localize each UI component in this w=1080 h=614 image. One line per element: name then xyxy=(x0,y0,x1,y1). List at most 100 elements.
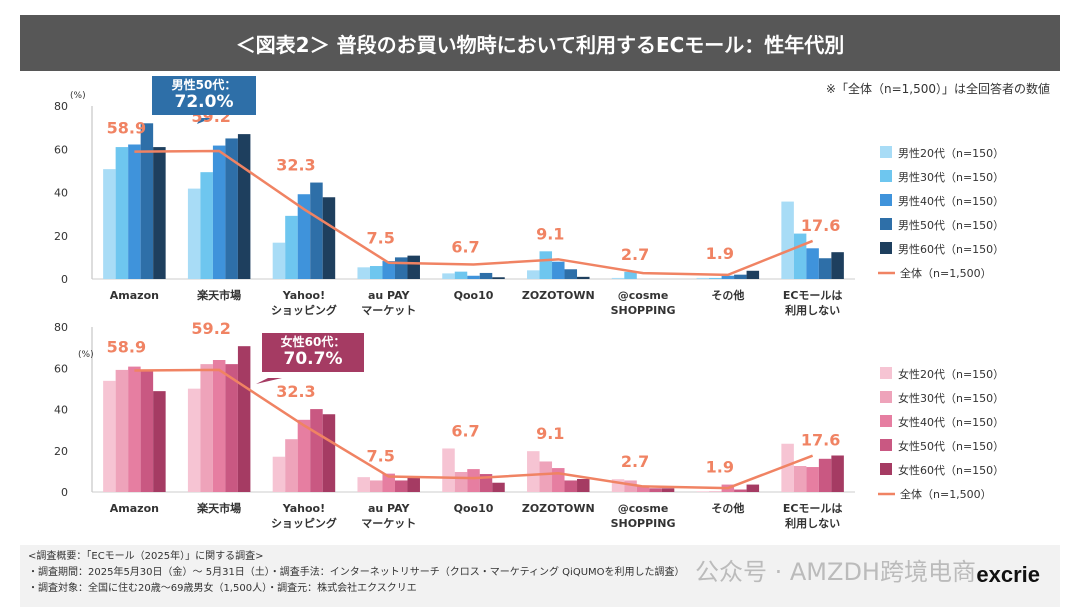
y-tick-label: 0 xyxy=(61,273,68,286)
y-tick-label: 80 xyxy=(54,100,68,113)
legend-swatch xyxy=(880,367,892,379)
bar xyxy=(103,169,116,279)
bar xyxy=(200,172,213,279)
bar xyxy=(115,147,129,279)
legend-label: 女性30代（n=150） xyxy=(898,391,1004,405)
bar xyxy=(140,369,154,492)
bar xyxy=(285,215,298,279)
bar xyxy=(322,414,336,492)
category-label: その他 xyxy=(711,288,744,302)
bar xyxy=(649,488,662,492)
legend-label: 女性60代（n=150） xyxy=(898,463,1004,477)
male-callout: 男性50代： 72.0% xyxy=(152,76,256,116)
category-label: @cosme xyxy=(618,289,669,302)
bar xyxy=(527,451,540,492)
bar xyxy=(310,182,323,279)
bar xyxy=(806,248,819,279)
survey-footer: <調査概要：「ECモール（2025年）」に関する調査> ・調査期間：2025年5… xyxy=(20,545,1060,607)
bar xyxy=(310,409,323,492)
legend-label: 男性50代（n=150） xyxy=(898,218,1004,232)
bar xyxy=(442,448,455,492)
total-data-label: 7.5 xyxy=(367,447,395,466)
category-label: Qoo10 xyxy=(454,502,494,515)
bar xyxy=(818,458,832,492)
bar xyxy=(746,270,760,279)
y-tick-label: 0 xyxy=(61,486,68,499)
bar xyxy=(793,233,807,279)
legend-label: 女性50代（n=150） xyxy=(898,439,1004,453)
bar xyxy=(746,484,760,492)
bar xyxy=(454,271,468,279)
bar xyxy=(577,479,590,492)
callout-label: 女性60代： xyxy=(280,335,346,349)
legend-label: 女性40代（n=150） xyxy=(898,415,1004,429)
total-data-label: 1.9 xyxy=(706,244,734,263)
category-label: ECモールは xyxy=(783,502,843,515)
total-data-label: 59.2 xyxy=(191,319,230,338)
footer-line: ・調査期間：2025年5月30日（金）～ 5月31日（土）・調査手法：インターネ… xyxy=(28,567,685,578)
bar xyxy=(661,488,675,492)
category-label: ショッピング xyxy=(271,303,337,317)
excrie-logo: excrie xyxy=(976,562,1040,587)
category-label: ECモールは xyxy=(783,289,843,302)
total-data-label: 2.7 xyxy=(621,245,649,264)
y-tick-label: 60 xyxy=(54,143,68,156)
total-line xyxy=(134,368,814,490)
bar xyxy=(357,267,370,279)
bar xyxy=(237,134,251,279)
bar xyxy=(297,194,311,279)
category-label: 楽天市場 xyxy=(196,501,241,515)
total-data-label: 58.9 xyxy=(107,338,146,357)
legend-swatch xyxy=(880,463,892,475)
bar xyxy=(297,419,311,492)
bar xyxy=(781,443,794,492)
category-label: ZOZOTOWN xyxy=(522,289,595,302)
bar xyxy=(394,257,408,279)
bar xyxy=(454,471,468,492)
total-data-label: 17.6 xyxy=(801,216,840,235)
bar xyxy=(781,201,794,279)
bar xyxy=(369,480,383,492)
category-label: その他 xyxy=(711,501,744,515)
unit-label: (%) xyxy=(78,350,94,360)
legend-label: 男性40代（n=150） xyxy=(898,194,1004,208)
bar xyxy=(153,147,166,279)
y-tick-label: 80 xyxy=(54,321,68,334)
bar xyxy=(611,277,625,279)
bar xyxy=(200,364,213,492)
callout-value: 72.0% xyxy=(174,91,234,112)
bar xyxy=(492,482,505,492)
bar xyxy=(212,145,226,279)
category-label: Amazon xyxy=(110,289,159,302)
category-label: SHOPPING xyxy=(611,517,676,530)
category-label: 利用しない xyxy=(785,516,840,530)
bar xyxy=(187,388,201,492)
callout-label: 男性50代： xyxy=(171,78,237,92)
bar xyxy=(322,197,336,279)
bar xyxy=(734,274,747,279)
bar xyxy=(225,364,238,492)
bar xyxy=(272,456,286,492)
bar xyxy=(128,366,141,492)
bar xyxy=(564,480,578,492)
bar xyxy=(467,275,480,279)
bar xyxy=(115,369,129,492)
bar xyxy=(140,123,154,279)
bar xyxy=(636,486,650,492)
bar xyxy=(577,276,590,279)
footer-line: ・調査対象：全国に住む20歳～69歳男女（1,500人）・調査元：株式会社エクス… xyxy=(28,583,417,594)
total-data-label: 58.9 xyxy=(107,119,146,138)
callout-value: 70.7% xyxy=(283,348,343,369)
bar xyxy=(128,144,141,279)
bar xyxy=(357,477,370,492)
total-data-label: 6.7 xyxy=(451,421,479,440)
total-data-label: 17.6 xyxy=(801,431,840,450)
y-tick-label: 40 xyxy=(54,404,68,417)
total-data-label: 32.3 xyxy=(276,156,315,175)
bar xyxy=(492,277,505,279)
total-data-label: 9.1 xyxy=(536,424,564,443)
total-data-label: 1.9 xyxy=(706,458,734,477)
legend-label: 全体（n=1,500） xyxy=(900,487,992,501)
bar xyxy=(369,266,383,279)
